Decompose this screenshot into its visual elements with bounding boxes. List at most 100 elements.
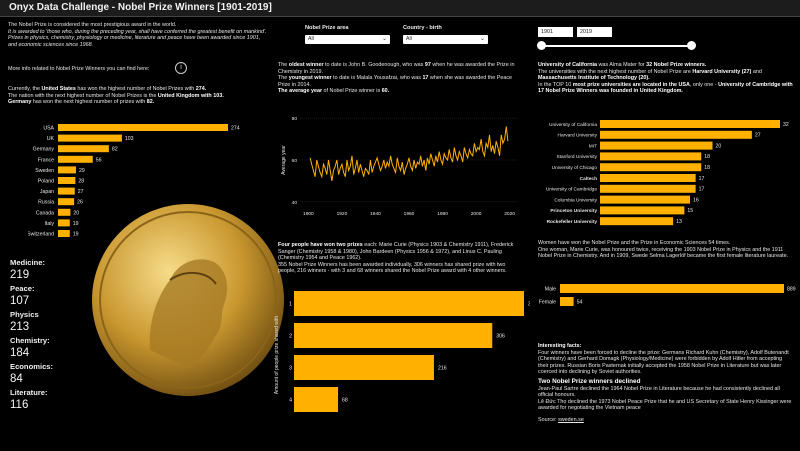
category-stat-label: Chemistry: [10, 336, 50, 345]
category-stat-label: Physics [10, 310, 39, 319]
shared-value-label: 216 [438, 366, 447, 372]
title-bar: Onyx Data Challenge - Nobel Prize Winner… [0, 0, 800, 17]
x-tick-label: 1980 [437, 211, 448, 217]
category-stat: Physics 213 [10, 310, 80, 333]
area-filter-value: All [308, 36, 314, 42]
x-tick-label: 1960 [404, 211, 415, 217]
nobel-medal-image [92, 204, 284, 396]
facts-title-2: Two Nobel Prize winners declined [538, 377, 641, 385]
shared-value-label: 68 [342, 398, 348, 404]
country-filter-dropdown[interactable]: All ⌄ [403, 35, 488, 44]
gender-value-label: 54 [577, 300, 583, 306]
country-label: Japan [40, 189, 54, 195]
university-label: University of Chicago [552, 165, 598, 171]
country-value-label: 19 [73, 221, 79, 227]
category-stat: Medicine: 219 [10, 258, 80, 281]
country-value-label: 103 [125, 136, 134, 142]
category-stat: Literature: 116 [10, 388, 80, 411]
year-slider-end-handle[interactable] [687, 41, 696, 50]
university-label: Harvard University [558, 133, 598, 139]
facts-section: Interesting facts: Four winners have bee… [538, 343, 793, 424]
y-tick-label: 80 [292, 116, 298, 122]
age-l2c: to date is Malala Yousafzai, who was [331, 75, 423, 82]
year-slider-track[interactable] [542, 45, 692, 47]
university-label: Columbia University [554, 197, 597, 203]
shared-prize-bar-chart: Amount of people prize shared with 1 355 2 3… [274, 291, 530, 412]
university-value-label: 13 [676, 219, 682, 225]
country-label: Russia [38, 200, 54, 206]
country-label: Poland [38, 179, 54, 185]
year-from-input[interactable]: 1901 [538, 27, 573, 37]
university-label: Rockefeller University [547, 219, 598, 225]
year-to-input[interactable]: 2019 [577, 27, 612, 37]
age-l3a: The average year [278, 88, 323, 95]
women-text: Women have won the Nobel Prize and the P… [538, 240, 793, 260]
y-axis-label: Amount of people prize shared with [274, 316, 280, 395]
university-label: MIT [589, 143, 597, 149]
uni-f: and [751, 68, 762, 75]
country-bar [58, 166, 76, 174]
university-value-label: 16 [693, 197, 699, 203]
source-link[interactable]: sweden.se [558, 416, 584, 423]
country-bar [58, 124, 228, 131]
university-value-label: 17 [699, 176, 705, 182]
country-bar [58, 134, 122, 142]
category-stat-label: Peace: [10, 284, 35, 293]
university-label: Princeton University [550, 208, 597, 214]
category-stat-value: 213 [10, 321, 30, 333]
gender-bar-chart: Male 889 Female 54 [539, 284, 796, 306]
category-stat: Peace: 107 [10, 284, 80, 307]
age-l2a: The [278, 75, 289, 82]
country-label: USA [43, 126, 54, 132]
age-l1a: The [278, 62, 289, 68]
age-l1d: 97 [424, 62, 431, 68]
university-bar [600, 195, 690, 204]
university-value-label: 18 [704, 154, 710, 160]
country-label: France [38, 157, 54, 163]
country-text-3: The nation with the next highest number … [8, 92, 158, 99]
country-text-4: has won the next highest number of prize… [31, 99, 147, 106]
area-filter-label: Nobel Prize area [305, 25, 349, 31]
country-filter-label: Country - birth [403, 25, 442, 31]
shared-category-label: 4 [289, 398, 292, 404]
age-l1c: to date is John B. Goodenough, who was [323, 62, 425, 68]
y-axis-label: Average year [281, 145, 287, 175]
category-stat-value: 184 [10, 347, 30, 359]
age-l2e: when she was awarded the Peace Prize in … [278, 75, 513, 88]
year-slider-start-handle[interactable] [537, 41, 546, 50]
university-value-label: 20 [716, 143, 722, 149]
country-bar [58, 198, 75, 206]
country-value-label: 19 [73, 232, 79, 238]
country-value-label: 27 [78, 189, 84, 195]
info-icon[interactable]: i [175, 62, 187, 74]
country-label: Canada [36, 210, 54, 216]
area-filter-dropdown[interactable]: All ⌄ [305, 35, 390, 44]
page-title: Onyx Data Challenge - Nobel Prize Winner… [9, 2, 272, 13]
chevron-down-icon: ⌄ [381, 36, 387, 42]
country-bold-1: United States [41, 86, 76, 92]
university-value-label: 15 [687, 208, 693, 214]
uni-g: Massachusetts Institute of Technology (2… [538, 75, 650, 82]
uni-d: The universities with the next highest n… [538, 68, 693, 75]
country-value-label: 28 [78, 179, 84, 185]
country-label: Switzerland [28, 232, 54, 238]
country-bar [58, 208, 71, 216]
uni-c: 32 Nobel Prize winners. [646, 62, 707, 68]
uni-i: most prize universities are located in t… [572, 81, 690, 88]
gender-bar [560, 297, 574, 306]
country-label: Italy [44, 221, 54, 227]
gender-label: Male [545, 287, 556, 293]
women-b: One woman, Marie Curie, was honoured twi… [538, 246, 789, 260]
country-value-label: 56 [96, 157, 102, 163]
shared-category-label: 2 [289, 334, 292, 340]
facts-body-3: Lê Đức Thọ declined the 1973 Nobel Peace… [538, 398, 792, 412]
age-l3b: of Nobel Prize winner is [322, 88, 382, 95]
university-label: University of California [549, 122, 597, 128]
uni-h: In the TOP 10 [538, 81, 573, 88]
age-l2b: youngest winner [288, 75, 332, 82]
country-filter-value: All [406, 36, 412, 42]
university-bar [600, 174, 696, 182]
country-value-label: 274 [231, 126, 240, 132]
shared-prize-text: Four people have won two prizes each: Ma… [278, 242, 523, 275]
country-bar [58, 145, 109, 153]
